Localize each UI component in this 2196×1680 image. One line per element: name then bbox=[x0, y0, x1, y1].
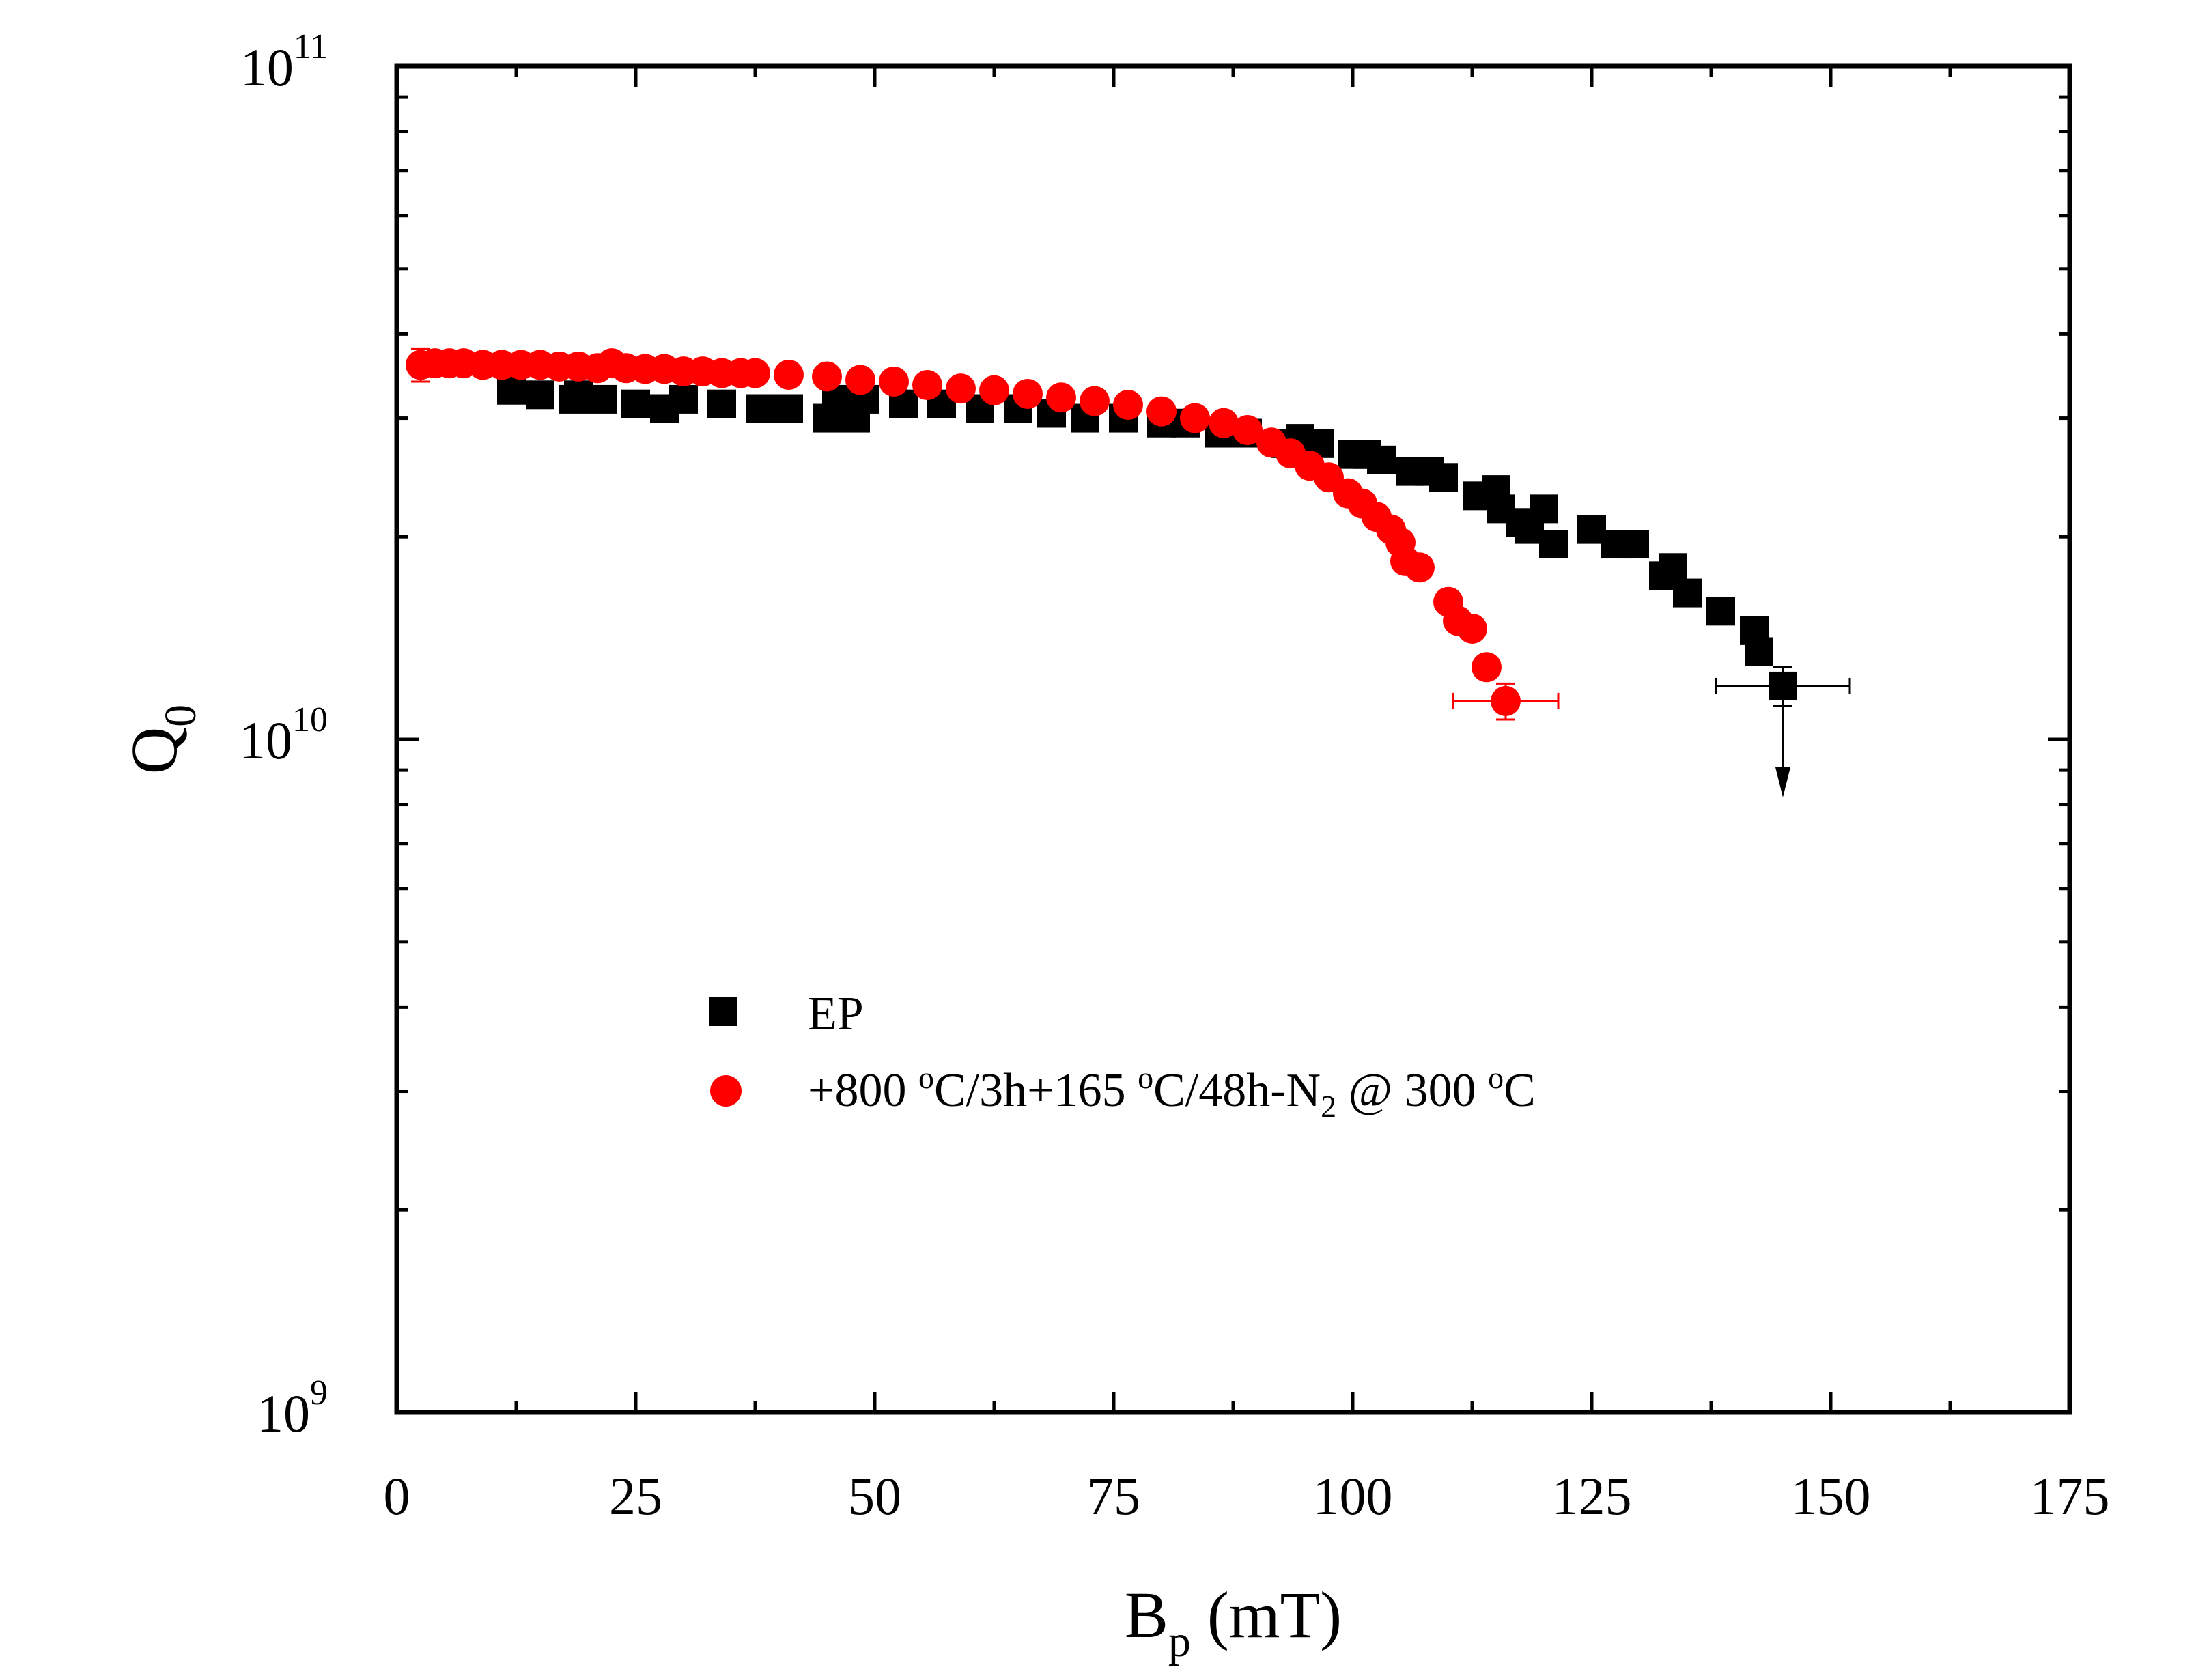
annealed-point bbox=[979, 375, 1009, 405]
legend-annealed-part-4: @ 300 bbox=[1336, 1064, 1488, 1117]
ep-point bbox=[1769, 671, 1797, 700]
y-tick-label-exponent: 10 bbox=[292, 700, 328, 739]
annealed-point bbox=[879, 366, 909, 397]
legend-marker-annealed bbox=[710, 1075, 742, 1107]
legend-marker-ep bbox=[709, 997, 737, 1026]
annealed-point bbox=[1013, 378, 1043, 409]
ep-point bbox=[588, 384, 617, 414]
annealed-point bbox=[774, 360, 804, 390]
x-tick-label: 150 bbox=[1791, 1466, 1871, 1526]
ep-point bbox=[1745, 637, 1773, 666]
ep-point bbox=[1706, 597, 1735, 626]
legend-annealed-part-1: +800 bbox=[808, 1064, 918, 1117]
legend-label-annealed: +800 oC/3h+165 oC/48h-N2 @ 300 oC bbox=[808, 1060, 1536, 1124]
ep-point bbox=[1539, 530, 1568, 559]
annealed-point bbox=[1209, 408, 1239, 438]
ep-point bbox=[669, 384, 698, 414]
ep-point bbox=[497, 375, 526, 405]
ep-point bbox=[774, 394, 803, 423]
annealed-point bbox=[946, 373, 976, 404]
annealed-point bbox=[812, 361, 842, 392]
x-axis-title: Bp (mT) bbox=[1125, 1578, 1342, 1666]
x-tick-label: 50 bbox=[848, 1466, 901, 1526]
plot-area-frame bbox=[394, 63, 2072, 1415]
x-tick-label: 125 bbox=[1552, 1466, 1632, 1526]
annealed-point bbox=[845, 365, 875, 395]
legend-annealed-part-2: C/3h+165 bbox=[934, 1064, 1138, 1117]
annealed-point bbox=[1080, 386, 1110, 416]
x-tick-label: 0 bbox=[384, 1466, 410, 1526]
annealed-point bbox=[1491, 685, 1521, 716]
x-tick-label: 100 bbox=[1313, 1466, 1393, 1526]
y-axis-title: Q0 bbox=[117, 704, 206, 774]
x-axis-title-sub: p bbox=[1168, 1617, 1191, 1666]
annealed-point bbox=[1113, 390, 1143, 421]
axis-ticks bbox=[395, 64, 2072, 1414]
annealed-point bbox=[740, 358, 770, 388]
annealed-point bbox=[1046, 382, 1076, 413]
y-tick-label-exponent: 9 bbox=[310, 1373, 328, 1412]
ep-point bbox=[1659, 553, 1687, 582]
y-tick-label-base: 10 bbox=[257, 1384, 310, 1443]
annealed-point bbox=[1405, 552, 1435, 583]
annealed-point bbox=[912, 370, 942, 401]
x-tick-label: 175 bbox=[2030, 1466, 2110, 1526]
series-annealed bbox=[406, 348, 1521, 716]
ep-point bbox=[707, 389, 736, 418]
ep-point bbox=[1530, 494, 1558, 524]
series-ep bbox=[497, 375, 1797, 700]
legend-annealed-sup-2: o bbox=[1138, 1060, 1153, 1095]
annealed-point bbox=[1457, 613, 1487, 644]
upper-limit-arrowhead bbox=[1775, 767, 1790, 797]
y-axis-title-sub: 0 bbox=[156, 704, 206, 727]
y-tick-label-base: 10 bbox=[239, 711, 292, 770]
y-tick-label-exponent: 11 bbox=[294, 27, 328, 66]
ep-point bbox=[526, 380, 554, 410]
x-tick-label: 75 bbox=[1087, 1466, 1140, 1526]
legend-annealed-sup-1: o bbox=[918, 1060, 934, 1095]
x-tick-label: 25 bbox=[609, 1466, 662, 1526]
legend-annealed-part-3: C/48h-N bbox=[1153, 1064, 1321, 1117]
y-tick-label: 1010 bbox=[239, 700, 328, 770]
legend-annealed-sup-3: o bbox=[1488, 1060, 1504, 1095]
annealed-point bbox=[1472, 652, 1502, 683]
ep-point bbox=[746, 394, 774, 423]
y-axis-title-main: Q bbox=[117, 727, 191, 774]
x-axis-title-main: B bbox=[1125, 1578, 1168, 1651]
ep-point bbox=[1673, 578, 1702, 608]
legend-annealed-part-5: C bbox=[1504, 1064, 1536, 1117]
annealed-point bbox=[1233, 415, 1263, 446]
legend-annealed-sub-1: 2 bbox=[1321, 1089, 1336, 1124]
annealed-point bbox=[1180, 403, 1210, 433]
annealed-point bbox=[1146, 396, 1177, 427]
ep-point bbox=[621, 389, 650, 418]
legend-label-ep: EP bbox=[808, 988, 864, 1040]
x-axis-title-units: (mT) bbox=[1207, 1578, 1342, 1651]
ep-point bbox=[1367, 445, 1396, 474]
y-tick-label: 1011 bbox=[240, 27, 328, 97]
ep-point bbox=[1429, 463, 1458, 492]
legend: EP +800 oC/3h+165 oC/48h-N2 @ 300 oC bbox=[709, 988, 1536, 1124]
ep-point bbox=[1620, 530, 1649, 559]
y-tick-label-base: 10 bbox=[240, 38, 294, 97]
y-tick-label: 109 bbox=[257, 1373, 328, 1443]
